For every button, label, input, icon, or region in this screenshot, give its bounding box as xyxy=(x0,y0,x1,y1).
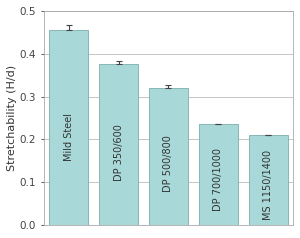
Bar xyxy=(99,64,138,225)
Y-axis label: Stretchability (H/d): Stretchability (H/d) xyxy=(7,65,17,171)
Text: DP 350/600: DP 350/600 xyxy=(114,124,124,181)
Text: DP 700/1000: DP 700/1000 xyxy=(213,148,223,211)
Text: Mild Steel: Mild Steel xyxy=(64,113,74,161)
Bar xyxy=(249,135,288,225)
Bar xyxy=(199,124,238,225)
Bar xyxy=(149,88,188,225)
Text: MS 1150/1400: MS 1150/1400 xyxy=(263,149,273,220)
Text: DP 500/800: DP 500/800 xyxy=(164,135,173,192)
Bar xyxy=(49,30,88,225)
